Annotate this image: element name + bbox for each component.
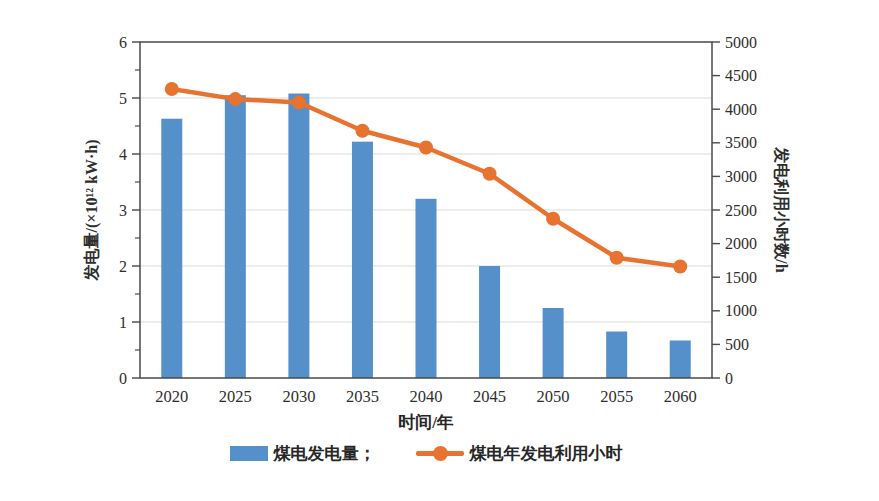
right-tick-label: 5000: [725, 34, 757, 51]
line-swatch-marker-icon: [433, 446, 448, 461]
x-tick-label: 2050: [537, 387, 570, 406]
legend-item-bar[interactable]: 煤电发电量；: [230, 442, 376, 465]
coal-power-chart-figure: 0 1 2 3 4 5 6 0 500 1000 1500 2000 2500 3000 3500 4000 4…: [0, 0, 879, 501]
x-axis-title: 时间/年: [398, 413, 454, 432]
line-point: [673, 259, 687, 273]
right-tick-label: 3000: [725, 168, 757, 185]
left-tick-label: 0: [119, 370, 127, 387]
x-tick-label: 2030: [282, 387, 315, 406]
line-point: [228, 92, 242, 106]
x-tick-label: 2025: [219, 387, 252, 406]
x-tick-label: 2020: [155, 387, 188, 406]
line-point: [165, 82, 179, 96]
left-tick-label: 6: [119, 34, 127, 51]
left-tick-label: 5: [119, 90, 127, 107]
left-axis-title: 发电量/(×10¹² kW·h): [83, 140, 101, 282]
bar: [479, 266, 500, 378]
x-tick-label: 2055: [600, 387, 633, 406]
line-point: [419, 141, 433, 155]
right-tick-label: 4500: [725, 67, 757, 84]
bar: [288, 94, 309, 378]
x-tick-label: 2060: [664, 387, 697, 406]
bar: [225, 95, 246, 378]
left-tick-label: 3: [119, 202, 127, 219]
bar: [543, 308, 564, 378]
left-tick-label: 1: [119, 314, 127, 331]
right-axis-title: 发电利用小时数/h: [773, 146, 790, 272]
x-tick-label: 2035: [346, 387, 379, 406]
x-tick-label: 2040: [410, 387, 443, 406]
bar: [606, 332, 627, 378]
line-point: [483, 167, 497, 181]
line-series-swatch: [416, 446, 464, 461]
right-tick-label: 2000: [725, 235, 757, 252]
right-tick-label: 1500: [725, 269, 757, 286]
line-point: [610, 251, 624, 265]
right-tick-label: 2500: [725, 202, 757, 219]
legend-label-line: 煤电年发电利用小时: [470, 442, 623, 465]
bar: [416, 199, 437, 378]
right-tick-label: 4000: [725, 101, 757, 118]
left-tick-label: 4: [119, 146, 127, 163]
x-tick-label: 2045: [473, 387, 506, 406]
right-tick-label: 0: [725, 370, 733, 387]
left-tick-label: 2: [119, 258, 127, 275]
bar-series-swatch: [230, 446, 268, 461]
line-point: [292, 95, 306, 109]
legend-label-bar: 煤电发电量；: [274, 442, 376, 465]
tick-labels-layer: 0 1 2 3 4 5 6 0 500 1000 1500 2000 2500 3000 3500 4000 4…: [119, 34, 757, 407]
bar: [352, 142, 373, 378]
legend-item-line[interactable]: 煤电年发电利用小时: [416, 442, 623, 465]
right-tick-label: 1000: [725, 302, 757, 319]
bar: [161, 119, 182, 378]
line-point: [546, 212, 560, 226]
bar-series-layer: [161, 94, 690, 378]
legend: 煤电发电量； 煤电年发电利用小时: [140, 440, 712, 466]
right-tick-label: 3500: [725, 134, 757, 151]
bar: [670, 340, 691, 378]
combo-chart: 0 1 2 3 4 5 6 0 500 1000 1500 2000 2500 3000 3500 4000 4…: [0, 0, 879, 501]
right-tick-label: 500: [725, 336, 749, 353]
line-point: [355, 124, 369, 138]
